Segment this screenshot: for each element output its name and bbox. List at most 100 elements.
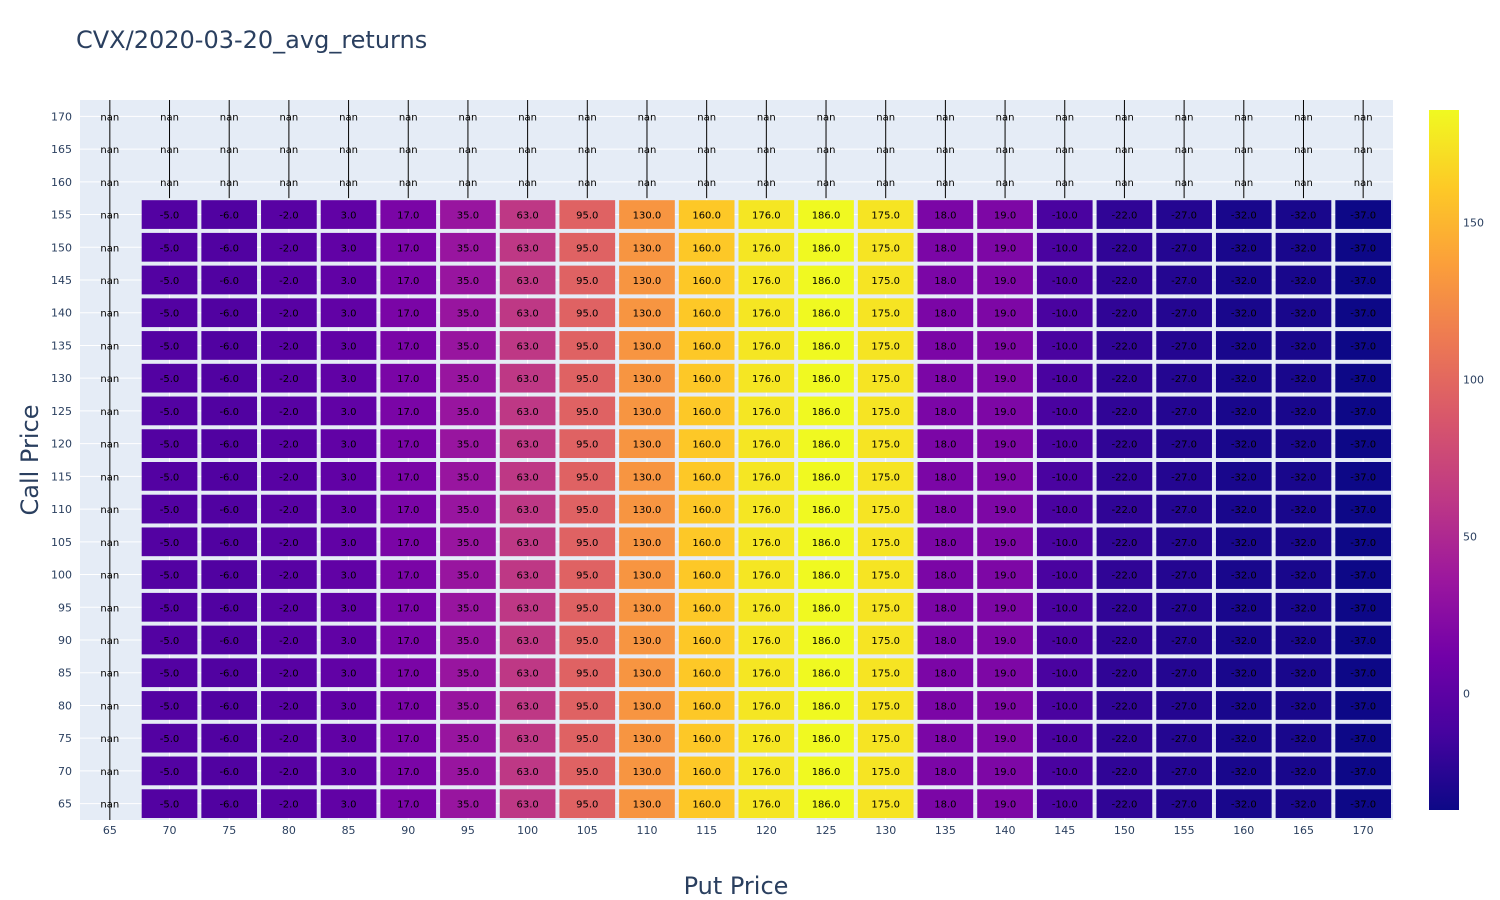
heatmap-cell bbox=[798, 396, 854, 426]
cell-label: 160.0 bbox=[692, 800, 721, 811]
cell-label: -2.0 bbox=[279, 603, 299, 614]
cell-label: 160.0 bbox=[692, 243, 721, 254]
heatmap-cell bbox=[1036, 462, 1093, 491]
heatmap-cell bbox=[1156, 200, 1212, 229]
cell-label: -32.0 bbox=[1231, 341, 1257, 352]
cell-label: 3.0 bbox=[341, 669, 357, 680]
cell-label: 17.0 bbox=[397, 636, 419, 647]
cell-label: -37.0 bbox=[1350, 734, 1376, 745]
cell-label: -22.0 bbox=[1111, 374, 1137, 385]
heatmap-cell bbox=[1096, 265, 1153, 295]
cell-label: -10.0 bbox=[1052, 309, 1078, 320]
heatmap-cell bbox=[917, 331, 974, 360]
cell-label: 17.0 bbox=[397, 734, 419, 745]
cell-label: 3.0 bbox=[341, 571, 357, 582]
cell-label: 3.0 bbox=[341, 341, 357, 352]
heatmap-cell bbox=[499, 298, 556, 328]
heatmap-cell bbox=[1275, 396, 1332, 426]
colorbar-tick-label: 50 bbox=[1463, 530, 1477, 544]
heatmap-cell bbox=[1275, 789, 1332, 818]
cell-label: -27.0 bbox=[1171, 571, 1197, 582]
heatmap-cell bbox=[1215, 756, 1272, 786]
cell-label: -27.0 bbox=[1171, 472, 1197, 483]
heatmap-cell bbox=[1096, 396, 1153, 426]
cell-label: -22.0 bbox=[1111, 571, 1137, 582]
cell-label: -27.0 bbox=[1171, 440, 1197, 451]
x-axis-label: Put Price bbox=[683, 872, 789, 900]
cell-label: -5.0 bbox=[160, 309, 180, 320]
heatmap-cell bbox=[1335, 560, 1391, 589]
heatmap-cell bbox=[1215, 298, 1272, 328]
heatmap-cell bbox=[857, 462, 914, 491]
heatmap-cell bbox=[738, 331, 795, 360]
heatmap-cell bbox=[857, 396, 914, 426]
heatmap-cell bbox=[1096, 429, 1153, 458]
cell-label: 176.0 bbox=[752, 669, 781, 680]
heatmap-cell bbox=[1036, 723, 1093, 753]
heatmap-cell bbox=[380, 527, 437, 557]
cell-label: 17.0 bbox=[397, 374, 419, 385]
heatmap-cell bbox=[1036, 363, 1093, 393]
heatmap-cell bbox=[559, 396, 616, 426]
cell-label: -6.0 bbox=[219, 571, 239, 582]
heatmap-cell bbox=[857, 658, 914, 688]
y-tick-label: 110 bbox=[51, 503, 72, 516]
cell-label: 186.0 bbox=[812, 505, 841, 516]
cell-label: 63.0 bbox=[516, 636, 538, 647]
heatmap-cell bbox=[380, 691, 437, 720]
cell-label: 3.0 bbox=[341, 734, 357, 745]
cell-label: -32.0 bbox=[1231, 767, 1257, 778]
heatmap-cell bbox=[1036, 658, 1093, 688]
heatmap-cell bbox=[857, 723, 914, 753]
cell-label: 19.0 bbox=[994, 800, 1016, 811]
heatmap-cell bbox=[1215, 527, 1272, 557]
cell-label: 186.0 bbox=[812, 800, 841, 811]
cell-label: -37.0 bbox=[1350, 276, 1376, 287]
heatmap-cell bbox=[440, 429, 496, 458]
cell-label: -22.0 bbox=[1111, 669, 1137, 680]
y-tick-label: 160 bbox=[51, 176, 72, 189]
heatmap-cell bbox=[141, 658, 198, 688]
cell-label: -22.0 bbox=[1111, 472, 1137, 483]
cell-label: 3.0 bbox=[341, 243, 357, 254]
heatmap-cell bbox=[977, 331, 1033, 360]
heatmap-cell bbox=[917, 560, 974, 589]
heatmap-cell bbox=[917, 298, 974, 328]
cell-label: 160.0 bbox=[692, 734, 721, 745]
heatmap-cell bbox=[559, 331, 616, 360]
heatmap-cell bbox=[499, 331, 556, 360]
cell-label: 130.0 bbox=[633, 211, 662, 222]
heatmap-cell bbox=[678, 396, 735, 426]
cell-label: 176.0 bbox=[752, 309, 781, 320]
heatmap-cell bbox=[320, 429, 377, 458]
cell-label: -5.0 bbox=[160, 341, 180, 352]
cell-label: 63.0 bbox=[516, 211, 538, 222]
heatmap-cell bbox=[977, 363, 1033, 393]
cell-label: 18.0 bbox=[934, 800, 956, 811]
cell-label: 175.0 bbox=[871, 800, 900, 811]
cell-label: 17.0 bbox=[397, 341, 419, 352]
cell-label: 17.0 bbox=[397, 669, 419, 680]
heatmap-cell bbox=[678, 789, 735, 818]
heatmap-cell bbox=[738, 363, 795, 393]
heatmap-cell bbox=[559, 200, 616, 229]
heatmap-cell bbox=[261, 658, 317, 688]
cell-label: -22.0 bbox=[1111, 407, 1137, 418]
heatmap-cell bbox=[1156, 527, 1212, 557]
cell-label: -10.0 bbox=[1052, 734, 1078, 745]
cell-label: 19.0 bbox=[994, 603, 1016, 614]
cell-label: 63.0 bbox=[516, 800, 538, 811]
heatmap-cell bbox=[141, 331, 198, 360]
heatmap-cell bbox=[141, 265, 198, 295]
cell-label: 160.0 bbox=[692, 440, 721, 451]
heatmap-cell bbox=[380, 331, 437, 360]
cell-label: 160.0 bbox=[692, 571, 721, 582]
heatmap-cell bbox=[261, 560, 317, 589]
cell-label: -22.0 bbox=[1111, 603, 1137, 614]
heatmap-cell bbox=[201, 560, 258, 589]
heatmap-cell bbox=[1036, 396, 1093, 426]
heatmap-cell bbox=[1215, 625, 1272, 655]
cell-label: -10.0 bbox=[1052, 440, 1078, 451]
cell-label: 17.0 bbox=[397, 538, 419, 549]
cell-label: -5.0 bbox=[160, 211, 180, 222]
